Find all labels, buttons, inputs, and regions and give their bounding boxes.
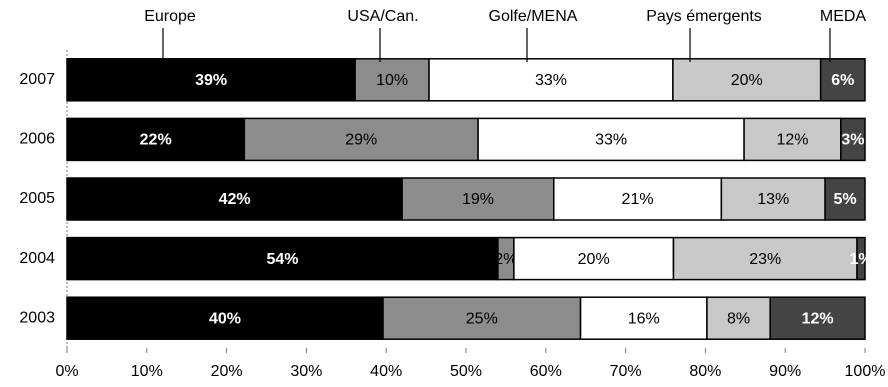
x-tick-label: 100% [845, 363, 886, 380]
value-label: 54% [266, 251, 298, 268]
legend-label: MEDA [820, 8, 867, 25]
bar-segment [743, 117, 842, 162]
bar-segment [769, 296, 866, 340]
value-label: 16% [628, 310, 660, 327]
value-label: 12% [802, 310, 834, 327]
bar-segment [672, 58, 822, 102]
bar-segment [824, 177, 866, 221]
x-tick-label: 40% [370, 363, 402, 380]
legend-label: Europe [144, 8, 196, 25]
x-tick-label: 0% [55, 363, 78, 380]
bar-segment [856, 236, 866, 281]
value-label: 8% [727, 310, 750, 327]
value-label: 29% [345, 132, 377, 149]
value-label: 3% [841, 132, 864, 149]
bar-segment [66, 177, 403, 221]
value-label: 39% [195, 72, 227, 89]
y-tick-label: 2003 [19, 309, 55, 326]
value-label: 5% [833, 191, 856, 208]
legend-label: USA/Can. [347, 8, 418, 25]
x-tick-label: 70% [610, 363, 642, 380]
bar-segment [720, 177, 826, 221]
bar-segment [513, 236, 675, 281]
value-label: 12% [776, 132, 808, 149]
legend-label: Pays émergents [646, 8, 762, 25]
bar-segment [354, 58, 430, 102]
value-label: 25% [466, 310, 498, 327]
x-tick-label: 10% [131, 363, 163, 380]
value-label: 42% [219, 191, 251, 208]
x-tick-label: 80% [689, 363, 721, 380]
value-label: 40% [209, 310, 241, 327]
value-label: 33% [535, 72, 567, 89]
bar-segment [243, 117, 479, 162]
value-label: 2% [494, 251, 517, 268]
value-label: 22% [140, 132, 172, 149]
value-label: 20% [578, 251, 610, 268]
x-tick-label: 50% [450, 363, 482, 380]
bar-segment [66, 117, 246, 162]
bar-segment [840, 117, 866, 162]
y-tick-label: 2007 [19, 71, 55, 88]
x-tick-label: 20% [211, 363, 243, 380]
value-label: 10% [376, 72, 408, 89]
bar-segment [428, 58, 674, 102]
value-label: 21% [622, 191, 654, 208]
bar-segment [66, 296, 384, 340]
bar-segment [672, 236, 858, 281]
x-tick-label: 90% [769, 363, 801, 380]
x-tick-label: 30% [290, 363, 322, 380]
bar-segment [706, 296, 771, 340]
bar-segment [382, 296, 582, 340]
y-tick-label: 2005 [19, 190, 55, 207]
bar-segment [66, 58, 356, 102]
bar-segment [553, 177, 723, 221]
value-label: 20% [731, 72, 763, 89]
bar-segment [66, 236, 499, 281]
y-tick-label: 2006 [19, 131, 55, 148]
value-label: 6% [831, 72, 854, 89]
value-label: 1% [849, 251, 872, 268]
legend-label: Golfe/MENA [489, 8, 578, 25]
x-tick-label: 60% [530, 363, 562, 380]
y-tick-label: 2004 [19, 250, 55, 267]
value-label: 19% [462, 191, 494, 208]
value-label: 33% [595, 132, 627, 149]
value-label: 23% [749, 251, 781, 268]
value-label: 13% [757, 191, 789, 208]
bar-segment [819, 58, 866, 102]
